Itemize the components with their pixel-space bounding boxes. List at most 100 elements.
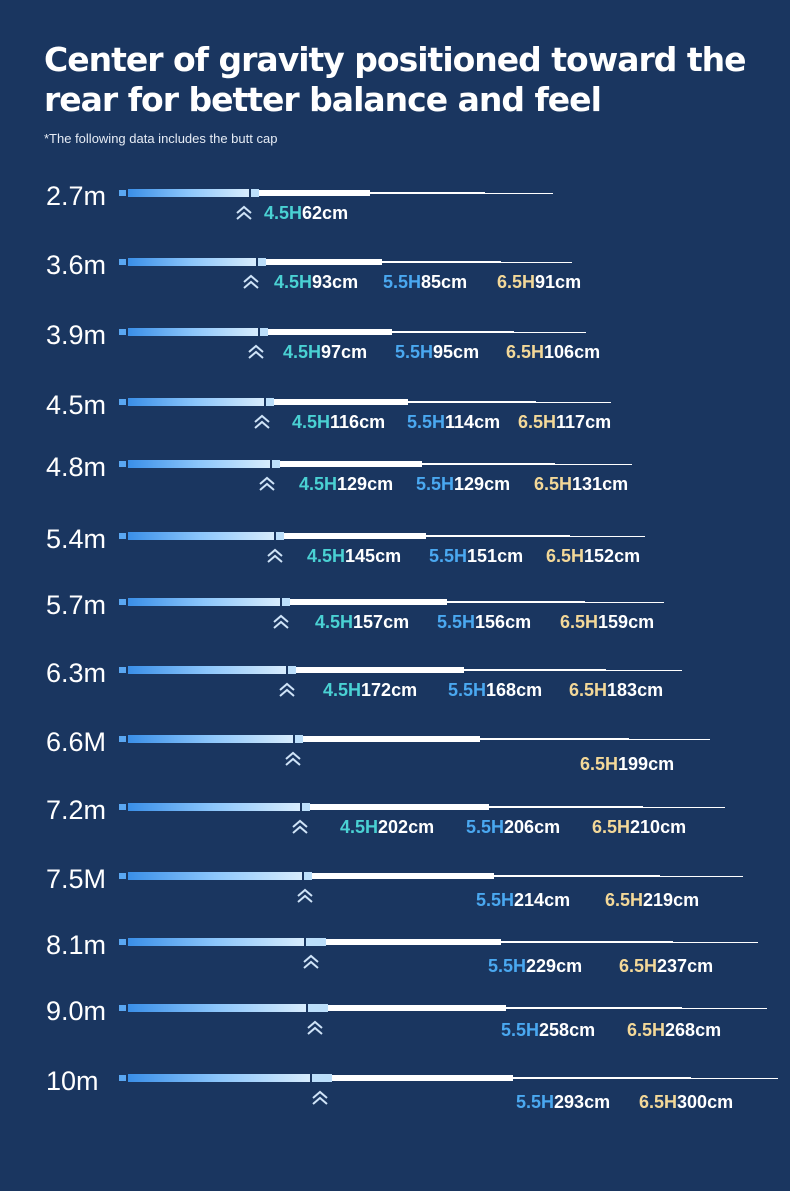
- balance-value: 62cm: [302, 203, 349, 223]
- grade-label: 5.5H: [501, 1020, 540, 1040]
- rod-section: [392, 331, 514, 333]
- balance-value: 199cm: [618, 754, 675, 774]
- grade-label: 6.5H: [497, 272, 536, 292]
- balance-value: 229cm: [526, 956, 583, 976]
- balance-value: 114cm: [445, 412, 501, 432]
- rod-section: [280, 461, 422, 467]
- butt-cap: [119, 399, 126, 405]
- rod-tip: [606, 669, 682, 671]
- rod-length-label: 5.7m: [46, 590, 107, 620]
- rod-section: [447, 601, 585, 603]
- rod-butt-section: [128, 258, 256, 266]
- rod-row-3-6m: 3.6m 4.5H93cm 5.5H85cm 6.5H91cm: [0, 250, 790, 326]
- balance-point-5-5h: 5.5H206cm: [466, 817, 560, 838]
- grade-label: 4.5H: [292, 412, 331, 432]
- butt-cap: [119, 1005, 126, 1011]
- rod-section: [422, 463, 555, 465]
- grade-label: 5.5H: [395, 342, 434, 362]
- rod-length-label: 2.7m: [46, 181, 107, 211]
- rod-joint: [276, 532, 284, 540]
- butt-cap: [119, 533, 126, 539]
- rod-joint: [306, 938, 326, 946]
- grade-label: 4.5H: [315, 612, 354, 632]
- balance-point-6-5h: 6.5H210cm: [592, 817, 686, 838]
- rod-section: [513, 1077, 691, 1079]
- rod-row-7-5m: 7.5M 5.5H214cm 6.5H219cm: [0, 864, 790, 940]
- balance-point-5-5h: 5.5H85cm: [383, 272, 467, 293]
- double-chevron-up-icon: [292, 819, 308, 834]
- balance-point-4-5h: 4.5H62cm: [264, 203, 348, 224]
- rod-butt-section: [128, 1004, 306, 1012]
- rod-tip: [570, 535, 645, 537]
- rod-section: [370, 192, 485, 194]
- rod-row-10m: 10m 5.5H293cm 6.5H300cm: [0, 1066, 790, 1142]
- rod-section: [259, 190, 370, 196]
- balance-value: 202cm: [378, 817, 435, 837]
- grade-label: 4.5H: [299, 474, 338, 494]
- balance-value: 95cm: [433, 342, 480, 362]
- double-chevron-up-icon: [236, 205, 252, 220]
- rod-section: [506, 1007, 682, 1009]
- balance-point-6-5h: 6.5H131cm: [534, 474, 628, 495]
- rod-tip: [536, 401, 611, 403]
- double-chevron-up-icon: [303, 954, 319, 969]
- double-chevron-up-icon: [312, 1090, 328, 1105]
- rod-section: [464, 669, 606, 671]
- rod-length-label: 10m: [46, 1066, 99, 1096]
- page-title: Center of gravity positioned toward the …: [44, 40, 747, 120]
- balance-point-5-5h: 5.5H293cm: [516, 1092, 610, 1113]
- rod-section: [494, 875, 660, 877]
- balance-value: 258cm: [539, 1020, 596, 1040]
- grade-label: 5.5H: [429, 546, 468, 566]
- rod-section: [266, 259, 382, 265]
- balance-point-5-5h: 5.5H258cm: [501, 1020, 595, 1041]
- grade-label: 6.5H: [560, 612, 599, 632]
- balance-value: 129cm: [337, 474, 394, 494]
- balance-point-4-5h: 4.5H157cm: [315, 612, 409, 633]
- balance-value: 152cm: [584, 546, 641, 566]
- balance-value: 183cm: [607, 680, 664, 700]
- rod-section: [284, 533, 426, 539]
- balance-value: 106cm: [544, 342, 601, 362]
- balance-value: 156cm: [475, 612, 532, 632]
- rod-butt-section: [128, 398, 264, 406]
- double-chevron-up-icon: [248, 344, 264, 359]
- rod-length-label: 7.2m: [46, 795, 107, 825]
- balance-point-6-5h: 6.5H268cm: [627, 1020, 721, 1041]
- grade-label: 6.5H: [605, 890, 644, 910]
- double-chevron-up-icon: [259, 476, 275, 491]
- rod-tip: [514, 331, 586, 333]
- rod-tip: [501, 261, 572, 263]
- butt-cap: [119, 190, 126, 196]
- balance-point-6-5h: 6.5H159cm: [560, 612, 654, 633]
- balance-point-6-5h: 6.5H106cm: [506, 342, 600, 363]
- grade-label: 5.5H: [488, 956, 527, 976]
- butt-cap: [119, 939, 126, 945]
- rod-joint: [282, 598, 290, 606]
- rod-section: [489, 806, 643, 808]
- rod-joint: [288, 666, 296, 674]
- balance-value: 237cm: [657, 956, 714, 976]
- grade-label: 5.5H: [437, 612, 476, 632]
- balance-point-5-5h: 5.5H168cm: [448, 680, 542, 701]
- title-line-2: rear for better balance and feel: [44, 80, 602, 119]
- balance-point-4-5h: 4.5H97cm: [283, 342, 367, 363]
- butt-cap: [119, 1075, 126, 1081]
- rod-joint: [304, 872, 312, 880]
- balance-value: 159cm: [598, 612, 655, 632]
- rod-tip: [485, 192, 553, 194]
- rod-length-label: 5.4m: [46, 524, 107, 554]
- rod-butt-section: [128, 189, 249, 197]
- balance-point-5-5h: 5.5H156cm: [437, 612, 531, 633]
- balance-point-6-5h: 6.5H183cm: [569, 680, 663, 701]
- grade-label: 6.5H: [639, 1092, 678, 1112]
- title-line-1: Center of gravity positioned toward the: [44, 40, 747, 79]
- balance-value: 168cm: [486, 680, 543, 700]
- balance-value: 293cm: [554, 1092, 611, 1112]
- grade-label: 5.5H: [516, 1092, 555, 1112]
- rod-row-7-2m: 7.2m 4.5H202cm 5.5H206cm 6.5H210cm: [0, 795, 790, 871]
- rod-tip: [673, 941, 758, 943]
- double-chevron-up-icon: [267, 548, 283, 563]
- rod-section: [328, 1005, 506, 1011]
- double-chevron-up-icon: [279, 682, 295, 697]
